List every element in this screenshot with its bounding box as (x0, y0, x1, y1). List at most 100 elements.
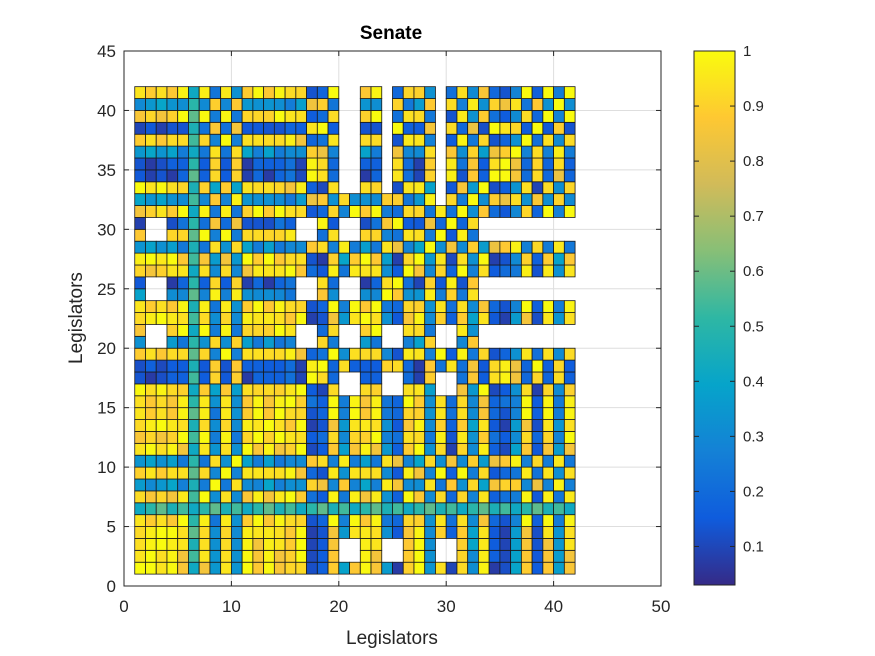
heatmap-cell (445, 86, 458, 99)
heatmap-cell (263, 193, 275, 206)
heatmap-cell (316, 442, 329, 456)
heatmap-cell (230, 133, 243, 147)
heatmap-cell (284, 407, 297, 420)
heatmap-cell (252, 454, 265, 468)
heatmap-cell (370, 133, 383, 147)
heatmap-cell (316, 549, 329, 563)
heatmap-cell (359, 490, 372, 504)
heatmap-cell (413, 145, 426, 159)
heatmap-cell (520, 561, 533, 575)
heatmap-cell (145, 395, 157, 409)
heatmap-cell (381, 502, 393, 516)
heatmap-cell (392, 264, 404, 278)
heatmap-cell (273, 478, 286, 492)
heatmap-cell (359, 145, 372, 159)
heatmap-cell (359, 419, 372, 432)
heatmap-cell (166, 526, 179, 539)
heatmap-cell (316, 110, 329, 123)
heatmap-cell (478, 395, 490, 409)
heatmap-cell (155, 252, 168, 266)
heatmap-cell (563, 145, 576, 159)
heatmap-cell (306, 145, 318, 159)
heatmap-cell (381, 240, 393, 254)
heatmap-cell (188, 228, 200, 242)
heatmap-cell (478, 121, 490, 135)
heatmap-cell (542, 502, 554, 516)
heatmap-cell (435, 359, 447, 373)
heatmap-cell (220, 205, 232, 218)
heatmap-cell (177, 110, 189, 123)
heatmap-cell (252, 228, 265, 242)
y-tick-label: 10 (97, 458, 116, 477)
heatmap-cell (220, 526, 232, 539)
heatmap-cell (349, 419, 361, 432)
heatmap-cell (155, 490, 168, 504)
heatmap-cell (499, 359, 512, 373)
heatmap-cell (188, 335, 200, 349)
heatmap-cell (402, 193, 415, 206)
heatmap-cell (338, 502, 350, 516)
heatmap-cell (252, 193, 265, 206)
heatmap-cell (252, 371, 265, 385)
heatmap-cell (273, 407, 286, 420)
heatmap-cell (263, 288, 275, 302)
heatmap-cell (241, 419, 254, 432)
heatmap-cell (359, 538, 372, 551)
heatmap-cell (424, 276, 436, 290)
heatmap-cell (155, 169, 168, 183)
heatmap-cell (445, 442, 458, 456)
heatmap-cell (327, 288, 340, 302)
heatmap-cell (402, 549, 415, 563)
heatmap-cell (456, 383, 469, 397)
heatmap-cell (435, 288, 447, 302)
heatmap-cell (478, 98, 490, 111)
heatmap-cell (488, 431, 501, 444)
heatmap-cell (402, 145, 415, 159)
heatmap-cell (263, 300, 275, 313)
heatmap-cell (155, 157, 168, 171)
heatmap-cell (488, 133, 501, 147)
heatmap-cell (273, 442, 286, 456)
heatmap-cell (134, 347, 146, 361)
heatmap-cell (209, 561, 222, 575)
heatmap-cell (177, 193, 189, 206)
colorbar-tick-label: 0.7 (743, 208, 764, 225)
heatmap-cell (316, 98, 329, 111)
heatmap-cell (531, 514, 544, 527)
heatmap-cell (316, 217, 329, 230)
heatmap-cell (166, 86, 179, 99)
heatmap-cell (499, 502, 512, 516)
heatmap-cell (520, 454, 533, 468)
heatmap-cell (284, 264, 297, 278)
heatmap-cell (188, 98, 200, 111)
heatmap-cell (445, 312, 458, 325)
heatmap-cell (284, 561, 297, 575)
heatmap-cell (478, 110, 490, 123)
heatmap-cell (563, 371, 576, 385)
y-tick-label: 0 (107, 577, 116, 596)
heatmap-cell (241, 466, 254, 480)
heatmap-cell (456, 549, 469, 563)
heatmap-cell (209, 312, 222, 325)
heatmap-cell (499, 538, 512, 551)
heatmap-cell (402, 157, 415, 171)
heatmap-cell (553, 169, 565, 183)
heatmap-cell (424, 514, 436, 527)
heatmap-cell (531, 300, 544, 313)
heatmap-cell (284, 478, 297, 492)
heatmap-cell (327, 490, 340, 504)
heatmap-cell (499, 549, 512, 563)
heatmap-cell (370, 549, 383, 563)
heatmap-cell (145, 478, 157, 492)
heatmap-cell (520, 98, 533, 111)
heatmap-cell (155, 466, 168, 480)
heatmap-cell (134, 526, 146, 539)
heatmap-cell (563, 395, 576, 409)
heatmap-cell (467, 288, 479, 302)
heatmap-cell (284, 347, 297, 361)
x-axis-label: Legislators (346, 628, 438, 649)
heatmap-cell (241, 383, 254, 397)
heatmap-cell (499, 98, 512, 111)
heatmap-cell (413, 490, 426, 504)
heatmap-cell (220, 561, 232, 575)
